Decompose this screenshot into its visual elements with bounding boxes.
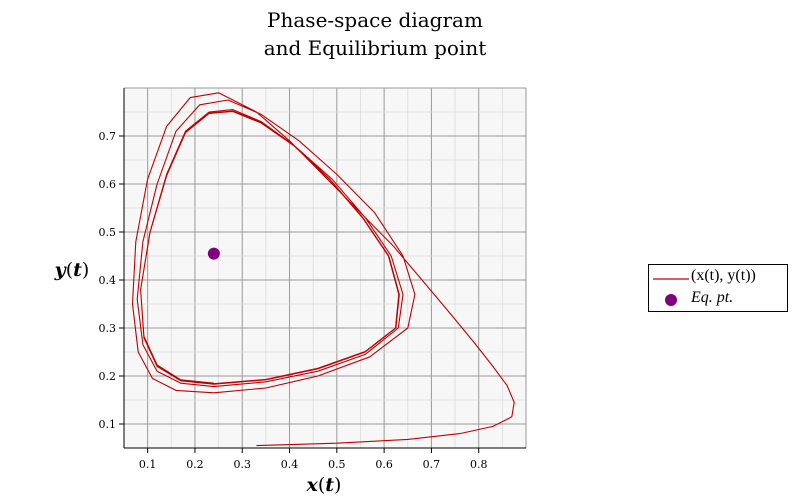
- legend: (x(t), y(t)) Eq. pt.: [648, 264, 788, 312]
- x-axis-label: x(t): [306, 474, 342, 496]
- y-tick-label: 0.5: [99, 226, 117, 239]
- series-layer: [131, 92, 515, 447]
- chart-title-line2: and Equilibrium point: [263, 36, 487, 60]
- x-tick-label: 0.5: [328, 458, 346, 471]
- y-tick-label: 0.3: [99, 322, 117, 335]
- axes: [119, 88, 526, 453]
- legend-line-symbol: [653, 278, 689, 280]
- chart-title: Phase-space diagram and Equilibrium poin…: [0, 6, 750, 62]
- legend-label-eq-pt: Eq. pt.: [691, 289, 734, 306]
- x-tick-label: 0.2: [186, 458, 204, 471]
- x-tick-label: 0.3: [233, 458, 251, 471]
- y-axis-label: y(t): [54, 259, 90, 281]
- legend-label-trajectory: (x(t), y(t)): [691, 267, 756, 284]
- x-tick-label: 0.8: [470, 458, 488, 471]
- x-tick-label: 0.4: [281, 458, 299, 471]
- x-tick-label: 0.1: [139, 458, 157, 471]
- legend-item-eq-pt: Eq. pt.: [649, 289, 789, 311]
- y-tick-label: 0.7: [99, 130, 117, 143]
- x-tick-label: 0.6: [375, 458, 393, 471]
- y-tick-label: 0.4: [99, 274, 117, 287]
- y-tick-label: 0.6: [99, 178, 117, 191]
- axis-labels: 0.1 0.2 0.3 0.4 0.5 0.6 0.7 0.8 0.1 0.2 0.3 0.4 0.5 0…: [54, 130, 488, 496]
- legend-dot-symbol: [665, 294, 677, 306]
- equilibrium-point: [207, 247, 220, 260]
- y-tick-label: 0.1: [99, 418, 117, 431]
- plot-area: [124, 88, 526, 448]
- legend-item-trajectory: (x(t), y(t)): [649, 267, 789, 289]
- chart-title-line1: Phase-space diagram: [267, 8, 483, 32]
- y-tick-label: 0.2: [99, 370, 117, 383]
- trajectory-line: [131, 92, 515, 447]
- x-tick-label: 0.7: [423, 458, 441, 471]
